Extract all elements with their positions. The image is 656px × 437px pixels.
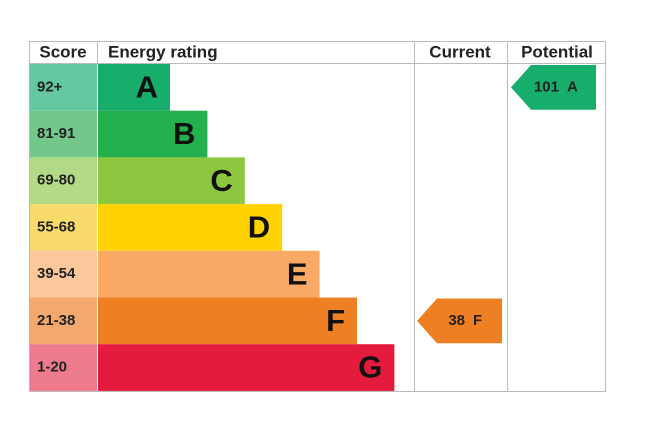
score-cell [30,157,97,205]
rating-bar [98,204,283,251]
current-arrow [417,298,502,344]
potential-arrow [511,65,596,110]
band-letter: G [358,350,382,385]
score-cell [30,250,97,298]
table-grid [29,41,606,392]
score-cell [30,64,97,111]
band-letter: C [210,163,232,198]
current-letter: F [473,312,482,329]
header-rating: Energy rating [108,42,218,61]
score-label: 55-68 [37,218,75,235]
score-label: 69-80 [37,172,75,189]
current-value: 38 [448,312,465,329]
band-letter: E [287,256,308,291]
rating-bar [98,64,170,111]
score-label: 21-38 [37,312,75,329]
band-letter: A [136,70,158,105]
band-letter: D [248,210,270,245]
score-label: 39-54 [37,265,76,282]
score-label: 81-91 [37,125,75,142]
score-cell [30,204,97,251]
band-letter: B [173,116,195,151]
score-label: 92+ [37,78,63,95]
score-cell [30,110,97,158]
header-potential: Potential [521,42,593,61]
header-current: Current [429,42,491,61]
rating-bar [98,297,357,345]
band-letter: F [326,303,345,338]
score-cell [30,297,97,345]
rating-bar [98,157,245,205]
score-cell [30,344,97,391]
potential-value: 101 [534,78,559,95]
rating-bar [98,344,395,391]
rating-bar [98,250,320,298]
potential-letter: A [567,78,578,95]
header-score: Score [39,42,86,61]
rating-bar [98,110,208,158]
score-label: 1-20 [37,359,67,376]
table-border [29,41,606,392]
